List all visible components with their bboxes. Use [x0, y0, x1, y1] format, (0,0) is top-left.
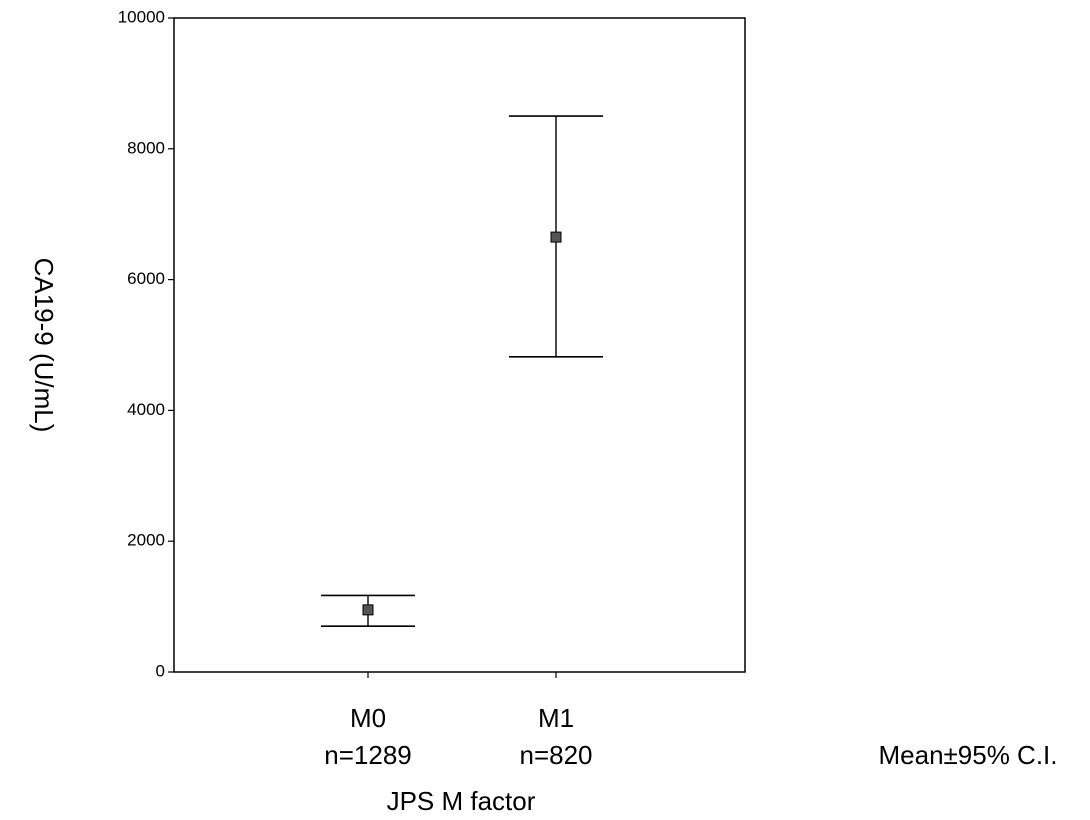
x-axis-title: JPS M factor: [387, 786, 536, 816]
y-tick-label: 8000: [127, 138, 165, 157]
y-tick-label: 2000: [127, 531, 165, 550]
ci-annotation: Mean±95% C.I.: [878, 740, 1057, 770]
plot-frame: [173, 17, 746, 673]
y-tick-label: 6000: [127, 269, 165, 288]
x-tick-sublabel: n=820: [519, 740, 592, 770]
y-axis-title: CA19-9 (U/mL): [29, 258, 59, 433]
mean-marker-M1: [550, 231, 562, 243]
x-tick-label: M0: [350, 703, 386, 733]
x-tick-sublabel: n=1289: [324, 740, 411, 770]
x-tick-label: M1: [538, 703, 574, 733]
mean-marker-M0: [362, 604, 374, 616]
y-tick-label: 4000: [127, 400, 165, 419]
y-tick-label: 0: [156, 661, 165, 680]
y-tick-label: 10000: [118, 7, 165, 26]
data-marks: [321, 115, 603, 628]
x-axis: M0 n=1289 M1 n=820: [324, 672, 593, 770]
y-axis: 0 2000 4000 6000 8000 10000: [118, 7, 174, 680]
